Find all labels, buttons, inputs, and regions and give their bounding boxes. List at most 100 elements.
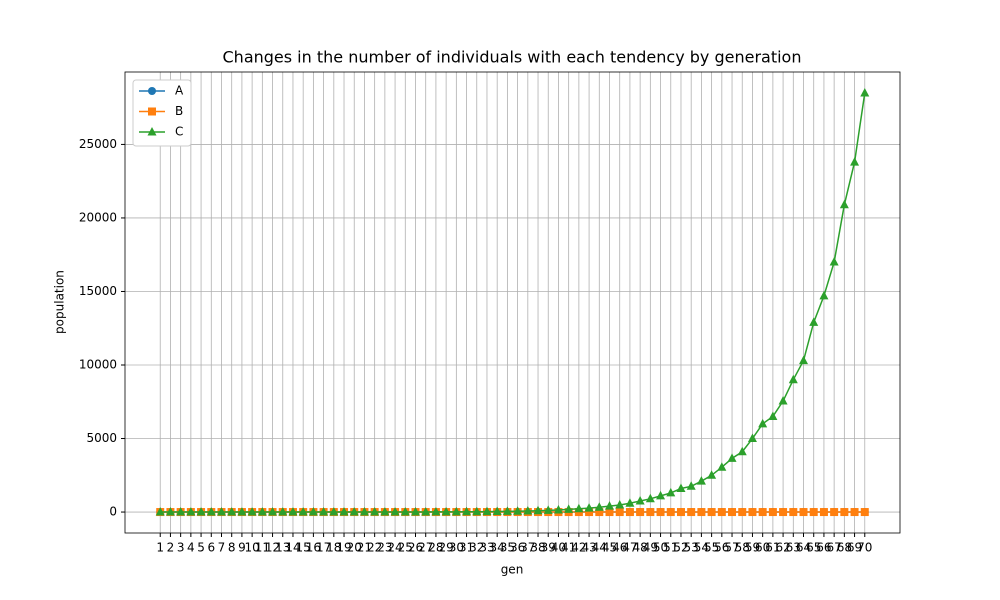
x-tick-label: 7 [218,541,226,555]
x-tick-label: 29 [438,541,453,555]
x-tick-label: 37 [520,541,535,555]
y-tick-label: 20000 [79,210,117,224]
marker [147,127,157,136]
x-tick-label: 45 [602,541,617,555]
x-tick-label: 40 [551,541,566,555]
x-tick-label: 6 [207,541,215,555]
marker [840,508,849,517]
marker [431,506,441,516]
marker [758,418,768,428]
marker [625,508,634,517]
x-tick-label: 23 [377,541,392,555]
marker [728,508,737,517]
x-tick-label: 55 [704,541,719,555]
marker [380,507,390,516]
x-tick-label: 44 [592,541,607,555]
marker [148,107,156,116]
marker [605,508,614,517]
marker [186,507,196,516]
x-tick-label: 14 [285,541,300,555]
marker [707,508,716,517]
marker [656,490,666,500]
y-tick-label: 15000 [79,284,117,298]
marker [216,507,226,516]
marker [788,374,798,384]
x-tick-label: 5 [197,541,205,555]
x-tick-label: 49 [643,541,658,555]
x-axis-label: gen [501,563,524,577]
x-tick-label: 66 [816,541,831,555]
x-tick-label: 48 [632,541,647,555]
marker [176,507,186,516]
marker [860,87,870,97]
marker [636,508,645,517]
series-line [160,92,866,513]
x-tick-label: 52 [673,541,688,555]
marker [615,499,625,509]
marker [349,507,359,516]
marker [717,462,727,471]
chart-title: Changes in the number of individuals wit… [223,48,802,67]
marker [829,257,839,266]
marker [574,503,584,513]
marker [400,506,410,516]
x-tick-label: 3 [177,541,185,555]
marker [165,507,175,516]
marker [676,508,685,517]
x-tick-label: 24 [387,541,402,555]
marker [155,507,165,516]
x-tick-label: 47 [622,541,637,555]
x-tick-label: 16 [306,541,321,555]
marker [615,508,624,517]
marker [288,507,298,516]
x-tick-label: 69 [847,541,862,555]
marker [850,157,860,166]
marker [543,505,553,514]
marker [809,317,819,326]
x-tick-label: 19 [336,541,351,555]
marker [390,507,400,516]
x-tick-label: 33 [479,541,494,555]
marker [666,487,676,497]
marker [819,290,829,300]
marker [441,506,451,516]
x-tick-label: 9 [238,541,246,555]
x-tick-label: 22 [367,541,382,555]
x-tick-label: 30 [449,541,464,555]
marker [717,508,726,517]
x-tick-label: 64 [796,541,811,555]
x-tick-label: 46 [612,541,627,555]
x-tick-label: 43 [581,541,596,555]
x-tick-label: 13 [275,541,290,555]
x-tick-label: 18 [326,541,341,555]
x-tick-label: 31 [459,541,474,555]
marker [451,506,461,516]
marker [421,506,431,516]
marker [656,508,665,517]
marker [298,507,308,516]
marker [809,508,818,517]
x-tick-label: 59 [745,541,760,555]
x-tick-label: 2 [167,541,175,555]
marker [329,507,339,516]
marker [533,505,543,515]
marker [595,508,604,517]
marker [850,508,859,517]
y-tick-label: 25000 [79,137,117,151]
marker [564,504,574,513]
x-tick-label: 20 [347,541,362,555]
marker [502,506,512,515]
y-tick-label: 10000 [79,357,117,371]
marker [319,507,329,516]
x-tick-label: 57 [724,541,739,555]
marker [687,508,696,517]
marker [779,508,788,517]
x-tick-label: 42 [571,541,586,555]
marker [523,506,533,515]
marker [339,507,349,516]
y-tick-label: 0 [109,505,117,519]
x-tick-label: 63 [786,541,801,555]
x-tick-label: 4 [187,541,195,555]
marker [513,506,523,515]
marker [830,508,839,517]
